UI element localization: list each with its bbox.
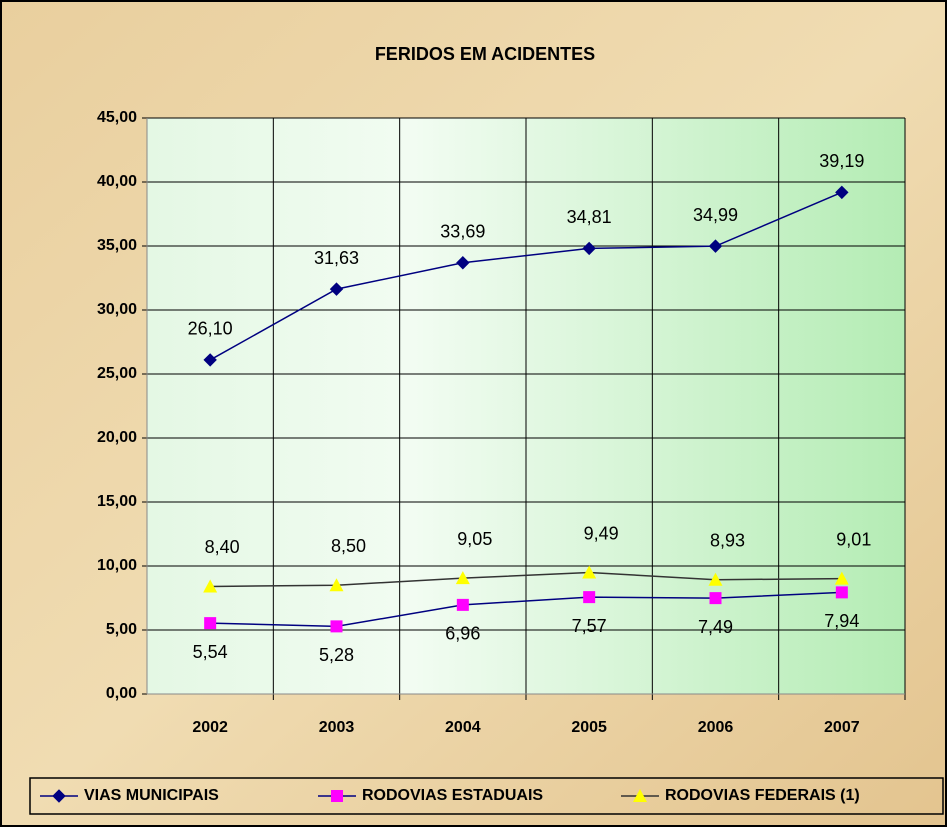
x-tick-label: 2004 (445, 719, 481, 736)
data-point (582, 241, 596, 256)
data-point (203, 353, 217, 367)
value-label: 6,96 (445, 624, 480, 644)
series-line (210, 591, 842, 628)
y-tick-label: 35,00 (97, 237, 137, 254)
value-label: 33,69 (440, 222, 485, 242)
legend-label: RODOVIAS ESTADUAIS (362, 787, 543, 804)
y-tick-label: 5,00 (106, 621, 137, 638)
data-point (329, 578, 344, 592)
y-tick-label: 30,00 (97, 301, 137, 318)
value-label: 7,49 (698, 617, 733, 637)
value-label: 7,94 (824, 611, 859, 631)
value-label: 34,81 (567, 207, 612, 227)
legend-marker (633, 789, 647, 802)
legend-label: VIAS MUNICIPAIS (84, 787, 219, 804)
x-tick-label: 2005 (571, 719, 607, 736)
value-label: 39,19 (819, 151, 864, 171)
value-label: 26,10 (188, 319, 233, 339)
y-tick-label: 10,00 (97, 557, 137, 574)
value-label: 9,01 (836, 529, 871, 549)
y-tick-label: 45,00 (97, 109, 137, 126)
value-label: 8,50 (331, 536, 366, 556)
data-point (709, 592, 722, 605)
y-tick-label: 20,00 (97, 429, 137, 446)
data-point (330, 620, 343, 633)
data-point (582, 565, 597, 579)
data-point (835, 586, 848, 599)
value-label: 34,99 (693, 205, 738, 225)
data-point (456, 598, 469, 611)
data-point (834, 571, 849, 585)
chart-title: FERIDOS EM ACIDENTES (375, 44, 595, 64)
value-label: 7,57 (572, 616, 607, 636)
x-tick-label: 2003 (319, 719, 355, 736)
data-point (708, 572, 723, 586)
data-point (708, 239, 723, 253)
value-label: 5,28 (319, 645, 354, 665)
data-point (835, 185, 849, 200)
legend-box (29, 777, 944, 815)
value-label: 9,05 (457, 529, 492, 549)
data-point (203, 579, 218, 593)
value-label: 9,49 (584, 523, 619, 543)
x-tick-label: 2002 (192, 719, 228, 736)
data-point (456, 256, 470, 270)
data-point (329, 282, 344, 296)
legend-marker (331, 790, 343, 802)
series-line (209, 191, 843, 361)
value-label: 8,93 (710, 530, 745, 550)
x-tick-label: 2006 (698, 719, 734, 736)
x-tick-label: 2007 (824, 719, 860, 736)
value-label: 5,54 (193, 642, 228, 662)
y-tick-label: 15,00 (97, 493, 137, 510)
value-label: 8,40 (205, 537, 240, 557)
data-point (204, 617, 217, 630)
y-tick-label: 25,00 (97, 365, 137, 382)
y-tick-label: 0,00 (106, 685, 137, 702)
data-point (583, 591, 596, 604)
data-point (455, 571, 470, 585)
value-label: 31,63 (314, 248, 359, 268)
legend-label: RODOVIAS FEDERAIS (1) (665, 787, 860, 804)
y-tick-label: 40,00 (97, 173, 137, 190)
legend-marker (52, 789, 66, 803)
series-line (210, 571, 842, 588)
